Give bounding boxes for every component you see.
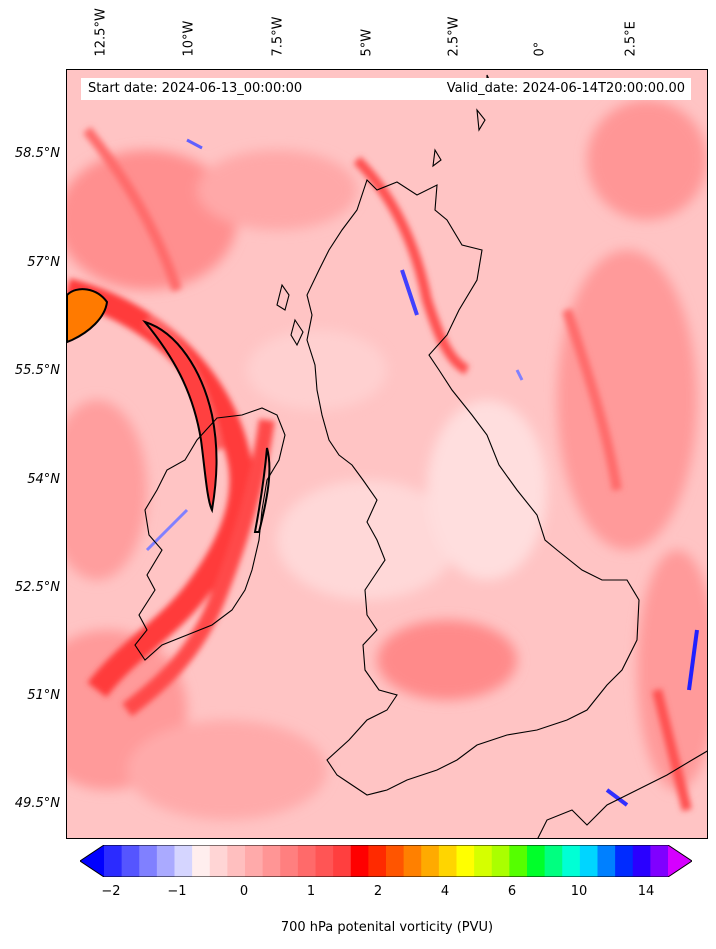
colorbar-tick: −1 [167, 884, 187, 899]
colorbar-segment [192, 845, 211, 877]
lat-label: 49.5°N [14, 796, 60, 811]
colorbar-segment [156, 845, 175, 877]
colorbar-segment [245, 845, 264, 877]
colorbar-segment [403, 845, 422, 877]
colorbar-segment [421, 845, 440, 877]
colorbar-segment [438, 845, 457, 877]
colorbar-segment [315, 845, 334, 877]
colorbar-segment [474, 845, 493, 877]
lat-label: 57°N [27, 255, 60, 270]
colorbar-segment [386, 845, 405, 877]
colorbar-segment [333, 845, 352, 877]
colorbar-segment [456, 845, 475, 877]
colorbar-tick: 14 [637, 884, 655, 899]
pv-map: Start date: 2024-06-13_00:00:00 Valid_da… [66, 69, 708, 839]
colorbar-segment [509, 845, 528, 877]
colorbar-segment [121, 845, 140, 877]
lon-label: 5°W [359, 28, 375, 57]
colorbar-tick: −2 [101, 884, 121, 899]
valid-date: Valid_date: 2024-06-14T20:00:00.00 [446, 81, 685, 96]
colorbar-segment [579, 845, 598, 877]
pv-patches [67, 100, 707, 820]
info-bar: Start date: 2024-06-13_00:00:00 Valid_da… [81, 78, 691, 100]
colorbar-segment [527, 845, 546, 877]
colorbar-segment [615, 845, 634, 877]
lat-label: 52.5°N [14, 580, 60, 595]
pv-high-blob [67, 288, 109, 344]
coastlines [134, 74, 707, 838]
colorbar-tick: 1 [306, 884, 316, 899]
colorbar-segment [139, 845, 158, 877]
colorbar-extend-low [80, 845, 104, 877]
lon-label: 10°W [181, 20, 197, 57]
pv-contour-2 [142, 320, 218, 514]
pv-negative [145, 138, 699, 807]
colorbar-segment [491, 845, 510, 877]
lon-label: 2.5°E [623, 21, 639, 57]
lat-label: 55.5°N [14, 363, 60, 378]
colorbar-tick: 10 [570, 884, 588, 899]
colorbar-segment [368, 845, 387, 877]
start-date: Start date: 2024-06-13_00:00:00 [88, 81, 303, 96]
colorbar-segment [544, 845, 563, 877]
colorbar-segment [280, 845, 299, 877]
pv-contour-2 [253, 447, 271, 533]
colorbar-tick: 4 [440, 884, 450, 899]
colorbar-segment [297, 845, 316, 877]
colorbar-segment [597, 845, 616, 877]
colorbar-segment [262, 845, 281, 877]
colorbar-segment [650, 845, 669, 877]
colorbar-segment [227, 845, 246, 877]
colorbar-extend-high [668, 845, 692, 877]
lat-label: 58.5°N [14, 146, 60, 161]
colorbar-tick: 2 [373, 884, 383, 899]
colorbar-segment [632, 845, 651, 877]
lon-label: 12.5°W [93, 8, 109, 57]
colorbar-segment [350, 845, 369, 877]
pv-field [67, 70, 707, 838]
lat-label: 51°N [27, 688, 60, 703]
colorbar-segment [209, 845, 228, 877]
lon-label: 7.5°W [270, 16, 286, 57]
lat-label: 54°N [27, 472, 60, 487]
colorbar [80, 845, 692, 877]
colorbar-tick: 0 [239, 884, 249, 899]
colorbar-segment [174, 845, 193, 877]
lon-label: 2.5°W [446, 16, 462, 57]
colorbar-segment [562, 845, 581, 877]
lon-label: 0° [532, 41, 548, 57]
colorbar-label: 700 hPa potenital vorticity (PVU) [280, 920, 494, 935]
colorbar-tick: 6 [507, 884, 517, 899]
colorbar-segment [104, 845, 123, 877]
